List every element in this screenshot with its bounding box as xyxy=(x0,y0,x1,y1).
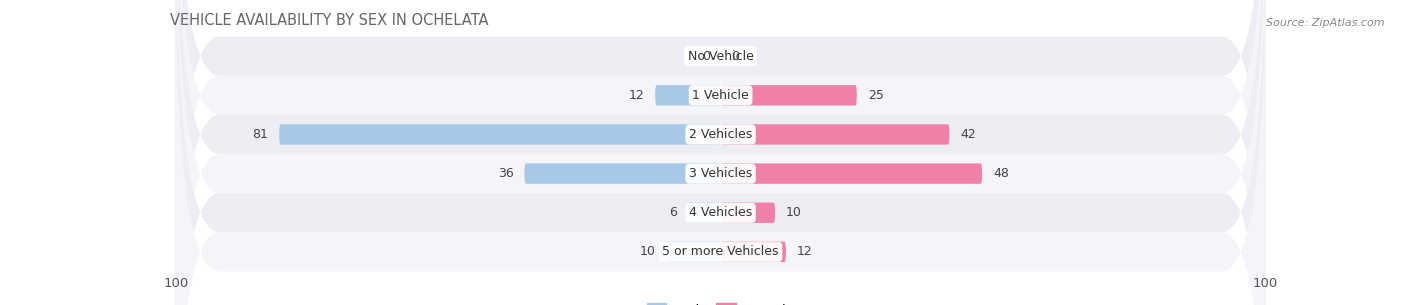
Text: 12: 12 xyxy=(797,246,813,258)
Text: Source: ZipAtlas.com: Source: ZipAtlas.com xyxy=(1267,18,1385,28)
Text: 10: 10 xyxy=(640,246,655,258)
Text: 0: 0 xyxy=(731,50,740,63)
Text: 4 Vehicles: 4 Vehicles xyxy=(689,206,752,219)
FancyBboxPatch shape xyxy=(721,124,949,145)
Text: 42: 42 xyxy=(960,128,976,141)
FancyBboxPatch shape xyxy=(721,203,775,223)
Text: 12: 12 xyxy=(628,89,644,102)
FancyBboxPatch shape xyxy=(688,203,721,223)
FancyBboxPatch shape xyxy=(721,242,786,262)
Text: 10: 10 xyxy=(786,206,801,219)
Text: 3 Vehicles: 3 Vehicles xyxy=(689,167,752,180)
FancyBboxPatch shape xyxy=(176,0,1265,305)
Text: No Vehicle: No Vehicle xyxy=(688,50,754,63)
FancyBboxPatch shape xyxy=(721,163,983,184)
FancyBboxPatch shape xyxy=(176,0,1265,305)
Text: 0: 0 xyxy=(702,50,710,63)
FancyBboxPatch shape xyxy=(655,85,721,106)
Text: 25: 25 xyxy=(868,89,883,102)
FancyBboxPatch shape xyxy=(721,85,856,106)
FancyBboxPatch shape xyxy=(176,0,1265,305)
FancyBboxPatch shape xyxy=(176,0,1265,305)
Text: 1 Vehicle: 1 Vehicle xyxy=(692,89,749,102)
Text: 48: 48 xyxy=(993,167,1010,180)
FancyBboxPatch shape xyxy=(176,0,1265,305)
FancyBboxPatch shape xyxy=(666,242,721,262)
FancyBboxPatch shape xyxy=(176,0,1265,305)
Text: 6: 6 xyxy=(669,206,678,219)
Text: 2 Vehicles: 2 Vehicles xyxy=(689,128,752,141)
Text: 81: 81 xyxy=(253,128,269,141)
Legend: Male, Female: Male, Female xyxy=(647,303,794,305)
Text: 5 or more Vehicles: 5 or more Vehicles xyxy=(662,246,779,258)
FancyBboxPatch shape xyxy=(280,124,721,145)
Text: 36: 36 xyxy=(498,167,513,180)
Text: VEHICLE AVAILABILITY BY SEX IN OCHELATA: VEHICLE AVAILABILITY BY SEX IN OCHELATA xyxy=(170,13,489,28)
FancyBboxPatch shape xyxy=(524,163,721,184)
